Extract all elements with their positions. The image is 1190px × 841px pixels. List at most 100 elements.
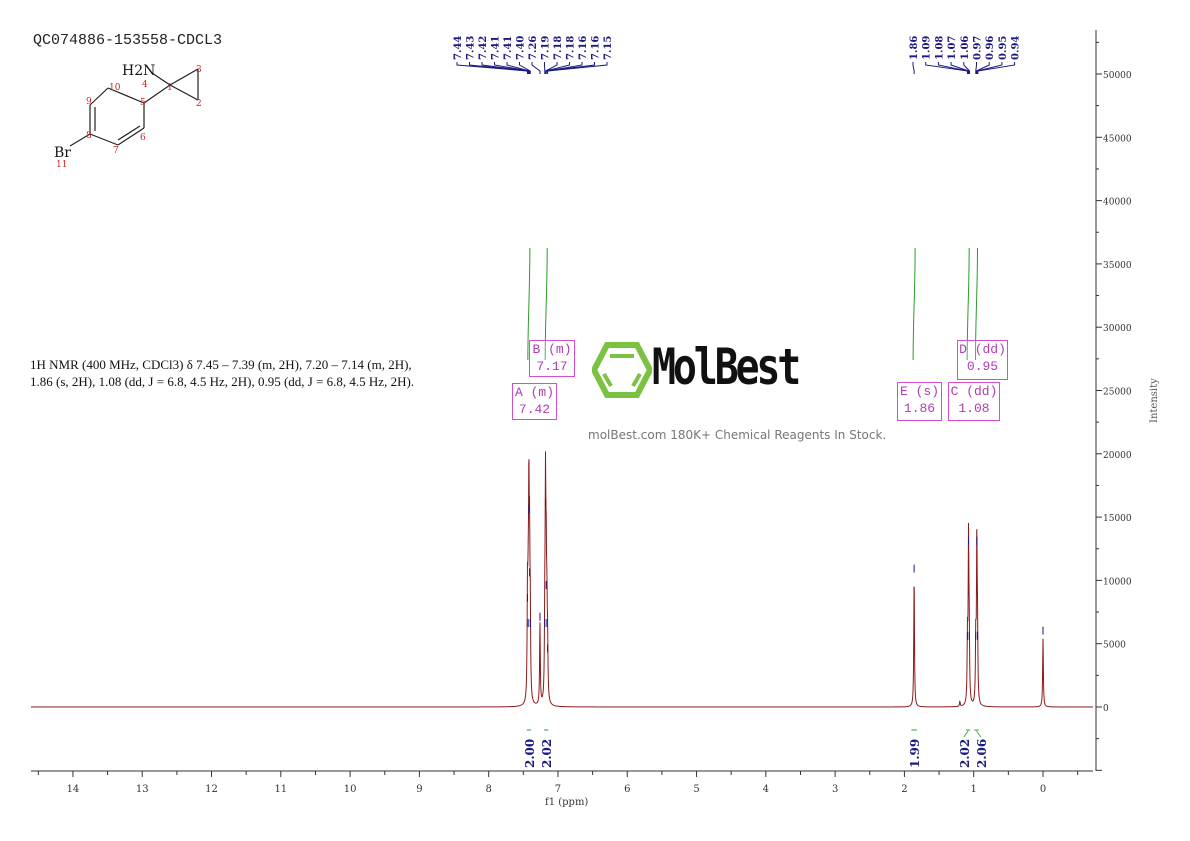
chemical-structure (69, 68, 199, 147)
multiplet-shift: 1.86 (903, 401, 936, 416)
atom-number: 10 (109, 83, 121, 93)
x-tick-label: 13 (136, 784, 149, 795)
peak-label: 7.19 (541, 36, 552, 60)
x-tick-label: 12 (205, 784, 218, 795)
peak-label: 7.44 (453, 36, 464, 60)
peak-label-connector (506, 62, 531, 74)
peak-label-connector (950, 62, 970, 74)
y-tick-label: 15000 (1103, 514, 1132, 524)
y-tick-label: 40000 (1103, 198, 1132, 208)
integral-curve (544, 247, 548, 361)
atom-number: 7 (113, 146, 119, 156)
multiplet-label: A (m) (514, 385, 554, 400)
atom-number: 4 (142, 80, 148, 90)
integral-value: 2.02 (958, 739, 972, 768)
multiplet-box-d: D (dd) 0.95 (957, 340, 1008, 380)
peak-label-connector (912, 62, 915, 74)
integral-curve (974, 247, 978, 361)
integral-value: 1.99 (908, 739, 922, 768)
y-tick-label: 5000 (1103, 641, 1126, 651)
x-tick-label: 6 (624, 784, 630, 795)
multiplet-label: E (s) (899, 384, 939, 399)
integral-value: 2.02 (540, 739, 554, 768)
peak-label: 1.06 (960, 36, 971, 60)
peak-label-connector (547, 62, 608, 74)
integral-leader (963, 730, 969, 738)
atom-number: 9 (86, 97, 92, 107)
multiplet-shift: 1.08 (958, 401, 990, 416)
peak-label-connector (963, 62, 971, 74)
peak-label-connector (925, 62, 968, 74)
peak-label-connector (976, 62, 1003, 74)
multiplet-shift: 7.17 (536, 359, 568, 374)
y-tick-label: 35000 (1103, 261, 1132, 271)
atom-label: Br (54, 145, 71, 161)
multiplet-box-a: A (m) 7.42 (512, 383, 557, 420)
y-tick-label: 30000 (1103, 324, 1132, 334)
multiplet-shift: 7.42 (518, 402, 551, 417)
peak-label-connector (975, 62, 977, 74)
multiplet-box-c: C (dd) 1.08 (948, 382, 1000, 421)
atom-number: 2 (196, 99, 202, 109)
watermark-brand: MolBest (652, 338, 801, 396)
y-tick-label: 45000 (1103, 134, 1132, 144)
atom-number: 8 (86, 131, 92, 141)
peak-label: 7.42 (478, 36, 489, 60)
nmr-description-line: 1.86 (s, 2H), 1.08 (dd, J = 6.8, 4.5 Hz,… (30, 374, 415, 389)
peak-label: 7.16 (591, 36, 602, 60)
peak-label: 0.94 (1011, 36, 1022, 60)
peak-label-connector (456, 62, 528, 74)
atom-label: H2N (122, 63, 155, 79)
atom-number: 3 (196, 65, 202, 75)
peak-label: 7.18 (553, 36, 564, 60)
x-tick-label: 14 (67, 784, 80, 795)
x-axis-label: f1 (ppm) (545, 797, 588, 808)
integral-curve (966, 247, 970, 361)
peak-label: 7.40 (516, 36, 527, 60)
x-tick-label: 0 (1040, 784, 1046, 795)
peak-label-connector (531, 62, 541, 74)
peak-label: 1.09 (922, 36, 933, 60)
peak-label: 7.26 (528, 36, 539, 60)
integral-leader (976, 730, 982, 738)
peak-label: 7.43 (466, 36, 477, 60)
molbest-logo-icon (592, 342, 652, 398)
peak-label: 7.16 (578, 36, 589, 60)
x-tick-label: 7 (555, 784, 561, 795)
peak-label: 1.86 (909, 36, 920, 60)
integral-curve (912, 247, 916, 361)
x-tick-label: 9 (416, 784, 422, 795)
peak-label-connector (975, 62, 990, 74)
integral-value: 2.00 (523, 739, 537, 768)
peak-label-connector (546, 62, 595, 74)
peak-label: 7.15 (603, 36, 614, 60)
x-tick-label: 4 (763, 784, 769, 795)
peak-label: 0.97 (973, 36, 984, 60)
structure-labels: H2N 4 1 2 3 5 6 7 8 9 10 Br 11 (54, 63, 202, 170)
y-tick-label: 10000 (1103, 577, 1132, 587)
multiplet-box-b: B (m) 7.17 (529, 340, 575, 377)
x-tick-label: 2 (901, 784, 907, 795)
nmr-description-line: 1H NMR (400 MHz, CDCl3) δ 7.45 – 7.39 (m… (30, 357, 412, 372)
x-tick-label: 8 (485, 784, 491, 795)
y-axis-label: Intensity (1149, 378, 1160, 423)
peak-label: 1.08 (934, 36, 945, 60)
multiplet-box-e: E (s) 1.86 (897, 382, 942, 421)
y-tick-label: 50000 (1103, 71, 1132, 81)
x-tick-label: 3 (832, 784, 838, 795)
y-tick-label: 25000 (1103, 388, 1132, 398)
peak-label: 7.41 (491, 36, 502, 60)
atom-number: 5 (140, 98, 146, 108)
spectrum-line (31, 451, 1093, 708)
multiplet-label: D (dd) (959, 342, 1006, 357)
y-tick-label: 20000 (1103, 451, 1132, 461)
x-tick-label: 1 (971, 784, 977, 795)
multiplet-label: B (m) (532, 342, 572, 357)
peak-label-connector (544, 62, 570, 74)
multiplet-label: C (dd) (950, 384, 998, 399)
sample-id: QC074886-153558-CDCL3 (33, 32, 223, 49)
peak-label-connector (937, 62, 969, 74)
peak-label: 0.95 (998, 36, 1009, 60)
peak-label: 7.41 (503, 36, 514, 60)
x-tick-label: 11 (274, 784, 287, 795)
